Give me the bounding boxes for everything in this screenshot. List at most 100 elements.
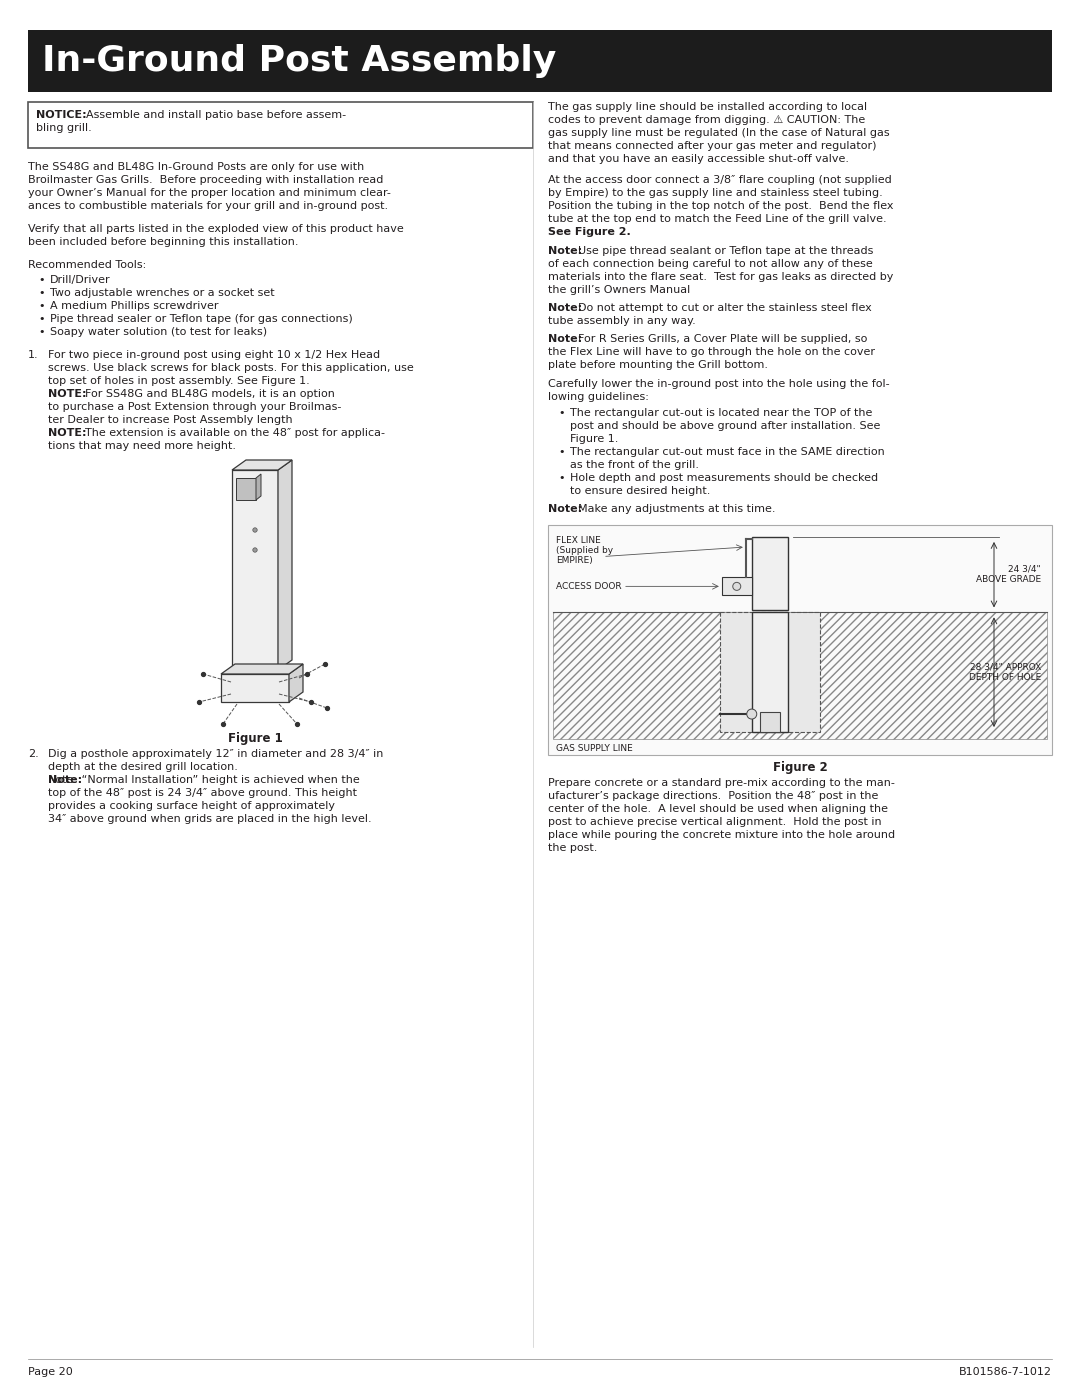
Text: 24 3/4"
ABOVE GRADE: 24 3/4" ABOVE GRADE	[976, 564, 1041, 584]
Polygon shape	[289, 664, 303, 703]
Text: tube at the top end to match the Feed Line of the grill valve.: tube at the top end to match the Feed Li…	[548, 214, 887, 224]
Text: •: •	[38, 300, 44, 312]
Text: 1.: 1.	[28, 351, 39, 360]
Text: “Normal Installation” height is achieved when the: “Normal Installation” height is achieved…	[78, 775, 360, 785]
Text: The rectangular cut-out is located near the TOP of the: The rectangular cut-out is located near …	[570, 408, 873, 418]
Text: Verify that all parts listed in the exploded view of this product have: Verify that all parts listed in the expl…	[28, 224, 404, 235]
Text: Recommended Tools:: Recommended Tools:	[28, 260, 146, 270]
Text: For R Series Grills, a Cover Plate will be supplied, so: For R Series Grills, a Cover Plate will …	[578, 334, 867, 344]
Text: A medium Phillips screwdriver: A medium Phillips screwdriver	[50, 300, 218, 312]
Text: Figure 2: Figure 2	[772, 761, 827, 774]
Text: tions that may need more height.: tions that may need more height.	[48, 441, 237, 451]
Text: Dig a posthole approximately 12″ in diameter and 28 3/4″ in: Dig a posthole approximately 12″ in diam…	[48, 749, 383, 759]
Bar	[28, 102, 534, 148]
Text: codes to prevent damage from digging. ⚠ CAUTION: The: codes to prevent damage from digging. ⚠ …	[548, 115, 865, 124]
Circle shape	[732, 583, 741, 591]
Text: Note:: Note:	[48, 775, 82, 785]
Text: ter Dealer to increase Post Assembly length: ter Dealer to increase Post Assembly len…	[48, 415, 293, 425]
Polygon shape	[232, 460, 292, 469]
Text: At the access door connect a 3/8″ flare coupling (not supplied: At the access door connect a 3/8″ flare …	[548, 175, 892, 184]
Text: Hole depth and post measurements should be checked: Hole depth and post measurements should …	[570, 474, 878, 483]
Bar	[548, 525, 1052, 754]
Bar	[221, 673, 289, 703]
Bar	[28, 29, 1052, 92]
Text: screws. Use black screws for black posts. For this application, use: screws. Use black screws for black posts…	[48, 363, 414, 373]
Text: that means connected after your gas meter and regulator): that means connected after your gas mete…	[548, 141, 877, 151]
Text: FLEX LINE
(Supplied by
EMPIRE): FLEX LINE (Supplied by EMPIRE)	[556, 535, 613, 566]
Text: •: •	[38, 314, 44, 324]
Bar	[237, 478, 256, 500]
Text: Note:: Note:	[548, 504, 582, 514]
Text: of each connection being careful to not allow any of these: of each connection being careful to not …	[548, 258, 873, 270]
Polygon shape	[256, 474, 261, 500]
Text: The gas supply line should be installed according to local: The gas supply line should be installed …	[548, 102, 867, 112]
Text: ACCESS DOOR: ACCESS DOOR	[556, 583, 622, 591]
Text: post and should be above ground after installation. See: post and should be above ground after in…	[570, 420, 880, 432]
Circle shape	[746, 710, 757, 719]
Text: In-Ground Post Assembly: In-Ground Post Assembly	[42, 43, 556, 78]
Text: provides a cooking surface height of approximately: provides a cooking surface height of app…	[48, 800, 335, 812]
Text: 28 3/4" APPROX
DEPTH OF HOLE: 28 3/4" APPROX DEPTH OF HOLE	[969, 662, 1041, 682]
Bar	[752, 612, 787, 732]
Text: Figure 1: Figure 1	[228, 732, 282, 745]
Text: Assemble and install patio base before assem-: Assemble and install patio base before a…	[86, 110, 346, 120]
Text: Position the tubing in the top notch of the post.  Bend the flex: Position the tubing in the top notch of …	[548, 201, 893, 211]
Text: •: •	[38, 288, 44, 298]
Bar	[759, 712, 780, 732]
Text: depth at the desired grill location.: depth at the desired grill location.	[48, 761, 238, 773]
Text: top of the 48″ post is 24 3/4″ above ground. This height: top of the 48″ post is 24 3/4″ above gro…	[48, 788, 357, 798]
Text: top set of holes in post assembly. See Figure 1.: top set of holes in post assembly. See F…	[48, 376, 310, 386]
Text: by Empire) to the gas supply line and stainless steel tubing.: by Empire) to the gas supply line and st…	[548, 189, 882, 198]
Text: Prepare concrete or a standard pre-mix according to the man-: Prepare concrete or a standard pre-mix a…	[548, 778, 895, 788]
Text: NOTICE:: NOTICE:	[36, 110, 86, 120]
Text: Page 20: Page 20	[28, 1368, 72, 1377]
Bar	[232, 469, 278, 671]
Text: tube assembly in any way.: tube assembly in any way.	[548, 316, 696, 326]
Text: The rectangular cut-out must face in the SAME direction: The rectangular cut-out must face in the…	[570, 447, 885, 457]
Text: Use pipe thread sealant or Teflon tape at the threads: Use pipe thread sealant or Teflon tape a…	[578, 246, 874, 256]
Text: •: •	[558, 447, 565, 457]
Bar	[752, 536, 787, 610]
Text: 2.: 2.	[28, 749, 39, 759]
Text: Soapy water solution (to test for leaks): Soapy water solution (to test for leaks)	[50, 327, 267, 337]
Text: 34″ above ground when grids are placed in the high level.: 34″ above ground when grids are placed i…	[48, 814, 372, 824]
Text: the Flex Line will have to go through the hole on the cover: the Flex Line will have to go through th…	[548, 346, 875, 358]
Text: Carefully lower the in-ground post into the hole using the fol-: Carefully lower the in-ground post into …	[548, 379, 890, 388]
Text: The extension is available on the 48″ post for applica-: The extension is available on the 48″ po…	[85, 427, 384, 439]
Text: B101586-7-1012: B101586-7-1012	[959, 1368, 1052, 1377]
Text: lowing guidelines:: lowing guidelines:	[548, 393, 649, 402]
Text: to ensure desired height.: to ensure desired height.	[570, 486, 711, 496]
Text: bling grill.: bling grill.	[36, 123, 92, 133]
Text: and that you have an easily accessible shut-off valve.: and that you have an easily accessible s…	[548, 154, 849, 163]
Text: •: •	[558, 474, 565, 483]
Text: Two adjustable wrenches or a socket set: Two adjustable wrenches or a socket set	[50, 288, 274, 298]
Text: Drill/Driver: Drill/Driver	[50, 275, 110, 285]
Text: For two piece in-ground post using eight 10 x 1/2 Hex Head: For two piece in-ground post using eight…	[48, 351, 380, 360]
Text: Note:: Note:	[548, 246, 582, 256]
Text: as the front of the grill.: as the front of the grill.	[570, 460, 699, 469]
Text: your Owner’s Manual for the proper location and minimum clear-: your Owner’s Manual for the proper locat…	[28, 189, 391, 198]
Circle shape	[253, 528, 257, 532]
Text: Note:: Note:	[548, 334, 582, 344]
Text: NOTE:: NOTE:	[48, 388, 86, 400]
Text: materials into the flare seat.  Test for gas leaks as directed by: materials into the flare seat. Test for …	[548, 272, 893, 282]
Bar	[721, 577, 752, 595]
Text: For SS48G and BL48G models, it is an option: For SS48G and BL48G models, it is an opt…	[85, 388, 335, 400]
Text: •: •	[38, 327, 44, 337]
Bar	[553, 612, 1047, 739]
Text: The SS48G and BL48G In-Ground Posts are only for use with: The SS48G and BL48G In-Ground Posts are …	[28, 162, 364, 172]
Text: Broilmaster Gas Grills.  Before proceeding with installation read: Broilmaster Gas Grills. Before proceedin…	[28, 175, 383, 184]
Text: NOTE:: NOTE:	[48, 427, 86, 439]
Text: place while pouring the concrete mixture into the hole around: place while pouring the concrete mixture…	[548, 830, 895, 840]
Text: Figure 1.: Figure 1.	[570, 434, 619, 444]
Text: gas supply line must be regulated (In the case of Natural gas: gas supply line must be regulated (In th…	[548, 129, 890, 138]
Bar	[719, 612, 820, 732]
Text: Note:: Note:	[48, 775, 78, 785]
Polygon shape	[221, 664, 303, 673]
Text: ufacturer’s package directions.  Position the 48″ post in the: ufacturer’s package directions. Position…	[548, 791, 878, 800]
Text: Pipe thread sealer or Teflon tape (for gas connections): Pipe thread sealer or Teflon tape (for g…	[50, 314, 353, 324]
Text: Make any adjustments at this time.: Make any adjustments at this time.	[578, 504, 775, 514]
Text: the grill’s Owners Manual: the grill’s Owners Manual	[548, 285, 690, 295]
Text: GAS SUPPLY LINE: GAS SUPPLY LINE	[556, 745, 633, 753]
Text: the post.: the post.	[548, 842, 597, 854]
